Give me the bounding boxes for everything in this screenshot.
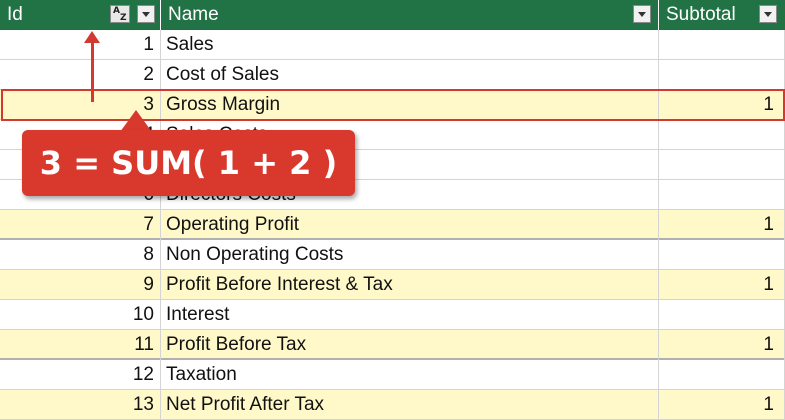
cell-name[interactable]: Taxation: [161, 360, 659, 390]
cell-subtotal[interactable]: 1: [659, 90, 785, 120]
table-row[interactable]: 13 Net Profit After Tax 1: [0, 390, 785, 420]
cell-name[interactable]: Profit Before Interest & Tax: [161, 270, 659, 300]
table-row[interactable]: 3 Gross Margin 1: [0, 90, 785, 120]
cell-name[interactable]: Non Operating Costs: [161, 240, 659, 270]
table-row[interactable]: 8 Non Operating Costs: [0, 240, 785, 270]
cell-name[interactable]: Interest: [161, 300, 659, 330]
formula-callout: 3 = SUM( 1 + 2 ): [22, 130, 355, 196]
header-subtotal[interactable]: Subtotal: [659, 0, 785, 30]
table-row[interactable]: 11 Profit Before Tax 1: [0, 330, 785, 360]
cell-subtotal[interactable]: [659, 300, 785, 330]
cell-subtotal[interactable]: 1: [659, 210, 785, 240]
table-row[interactable]: 10 Interest: [0, 300, 785, 330]
cell-name[interactable]: Sales: [161, 30, 659, 60]
cell-id[interactable]: 7: [0, 210, 161, 240]
cell-id[interactable]: 2: [0, 60, 161, 90]
header-subtotal-label: Subtotal: [666, 4, 736, 25]
callout-pointer: [120, 110, 152, 132]
cell-subtotal[interactable]: [659, 60, 785, 90]
cell-id[interactable]: 13: [0, 390, 161, 420]
filter-dropdown-subtotal[interactable]: [759, 5, 777, 23]
cell-id[interactable]: 9: [0, 270, 161, 300]
header-id-label: Id: [7, 4, 23, 25]
cell-subtotal[interactable]: [659, 240, 785, 270]
cell-subtotal[interactable]: 1: [659, 270, 785, 300]
cell-subtotal[interactable]: 1: [659, 330, 785, 360]
cell-id[interactable]: 10: [0, 300, 161, 330]
cell-name[interactable]: Net Profit After Tax: [161, 390, 659, 420]
annotation-arrow-up-icon: [84, 31, 100, 43]
cell-subtotal[interactable]: 1: [659, 390, 785, 420]
cell-name[interactable]: Cost of Sales: [161, 60, 659, 90]
cell-id[interactable]: 1: [0, 30, 161, 60]
header-name[interactable]: Name: [161, 0, 659, 30]
cell-id[interactable]: 11: [0, 330, 161, 360]
cell-name[interactable]: Profit Before Tax: [161, 330, 659, 360]
table-row[interactable]: 2 Cost of Sales: [0, 60, 785, 90]
cell-subtotal[interactable]: [659, 30, 785, 60]
table-row[interactable]: 9 Profit Before Interest & Tax 1: [0, 270, 785, 300]
cell-subtotal[interactable]: [659, 360, 785, 390]
header-name-label: Name: [168, 4, 219, 25]
cell-id[interactable]: 12: [0, 360, 161, 390]
table-row[interactable]: 1 Sales: [0, 30, 785, 60]
cell-id[interactable]: 3: [0, 90, 161, 120]
cell-name[interactable]: Gross Margin: [161, 90, 659, 120]
table-row[interactable]: 7 Operating Profit 1: [0, 210, 785, 240]
filter-dropdown-name[interactable]: [633, 5, 651, 23]
cell-id[interactable]: 8: [0, 240, 161, 270]
annotation-arrow-shaft: [91, 40, 94, 102]
cell-subtotal[interactable]: [659, 120, 785, 150]
cell-subtotal[interactable]: [659, 150, 785, 180]
filter-dropdown-id[interactable]: [137, 5, 155, 23]
cell-name[interactable]: Operating Profit: [161, 210, 659, 240]
table-row[interactable]: 12 Taxation: [0, 360, 785, 390]
cell-subtotal[interactable]: [659, 180, 785, 210]
